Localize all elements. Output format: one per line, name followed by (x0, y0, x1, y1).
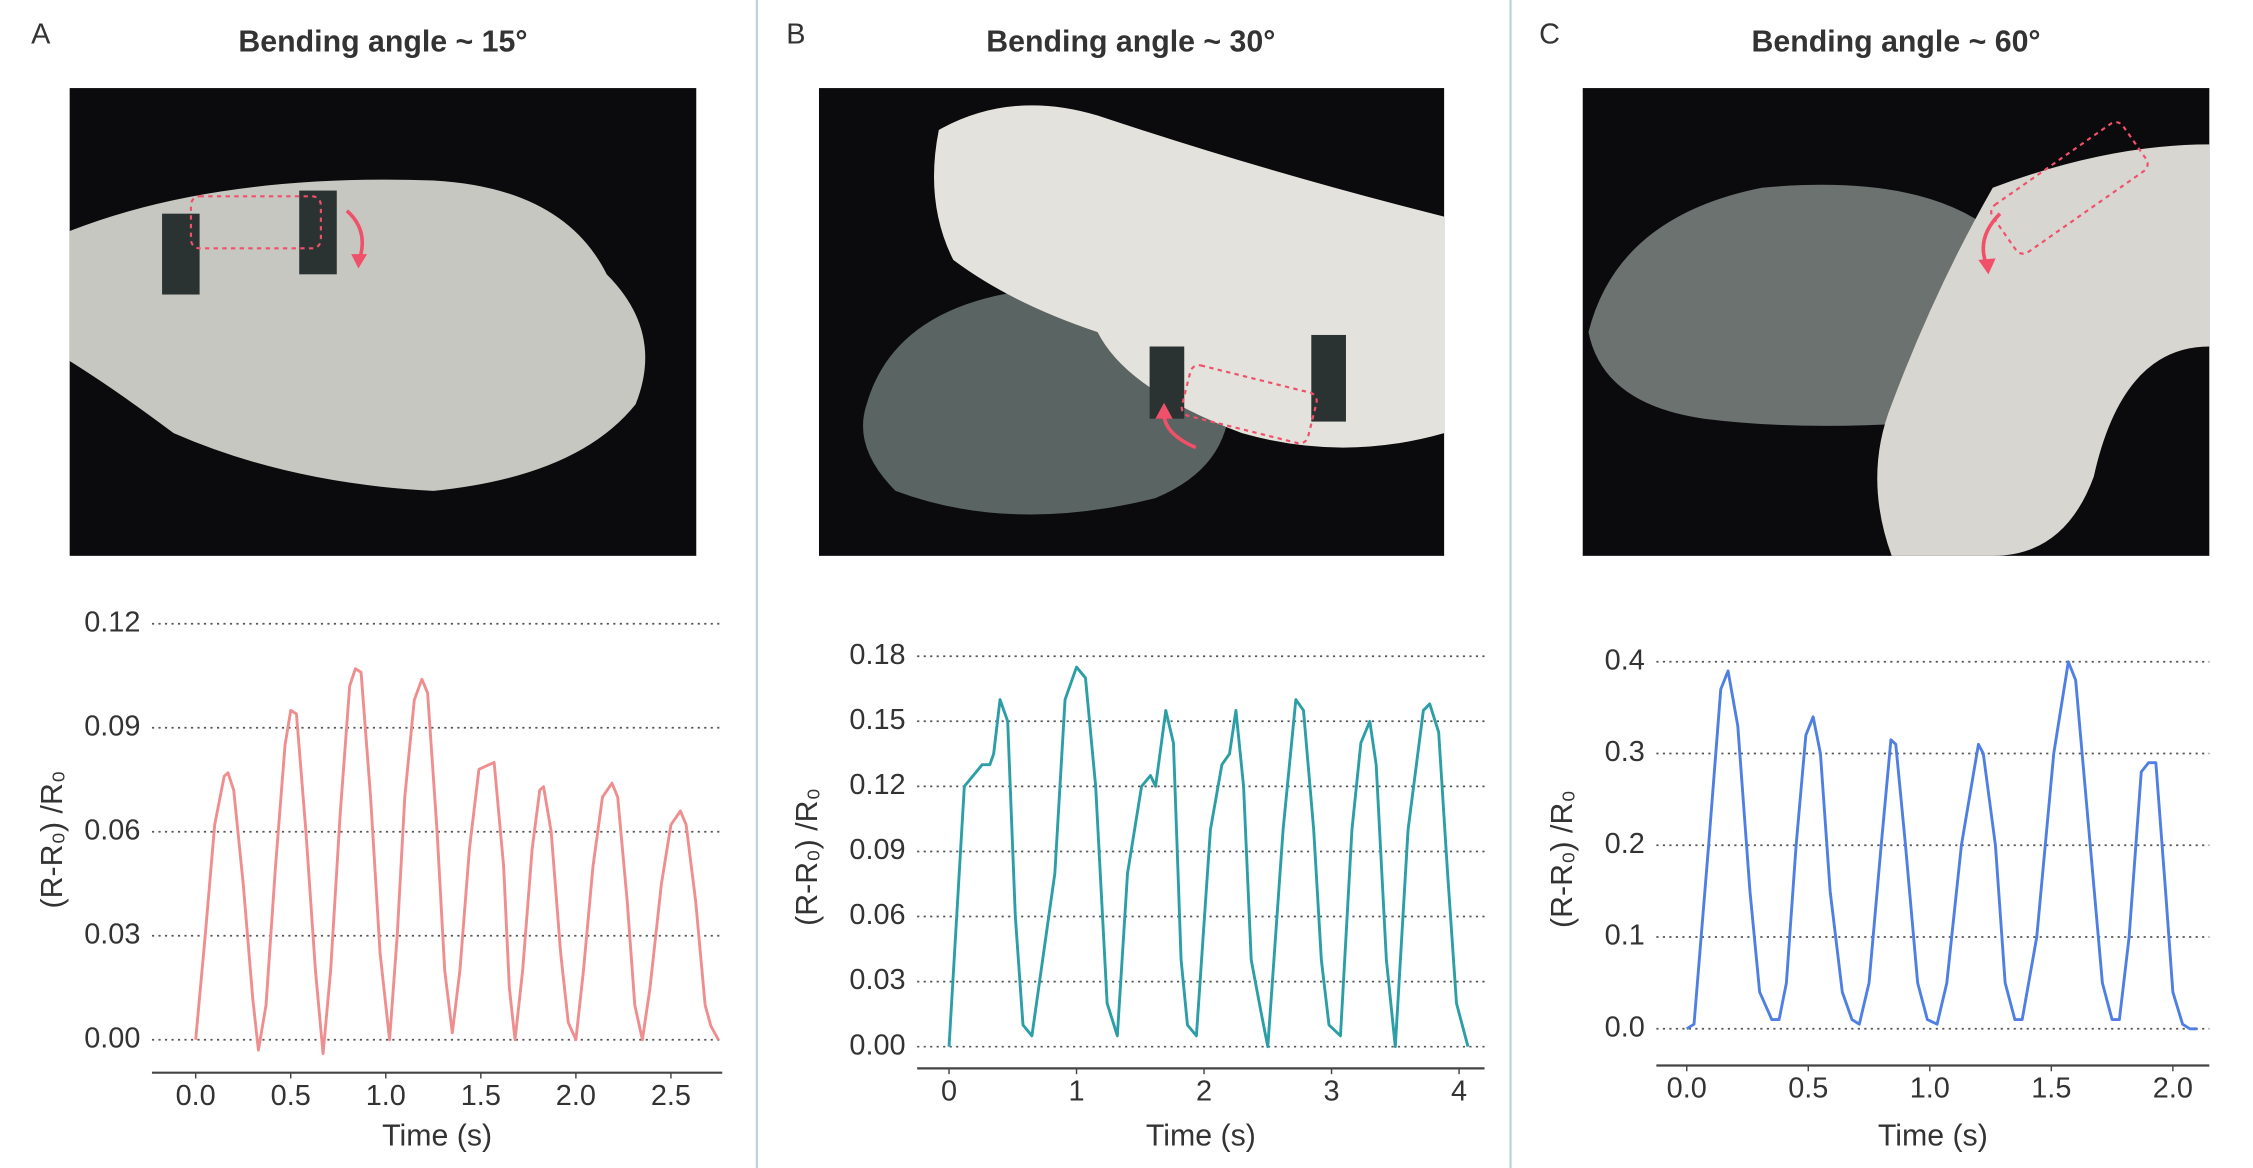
y-tick-label: 0.2 (1605, 828, 1645, 860)
photo (1582, 88, 2210, 556)
panel-label: B (786, 19, 805, 51)
x-tick-label: 1.5 (2031, 1073, 2071, 1105)
x-axis-label: Time (s) (1146, 1120, 1256, 1153)
panel-label: C (1539, 19, 1560, 51)
x-tick-label: 4 (1451, 1076, 1467, 1108)
x-tick-label: 1 (1069, 1076, 1085, 1108)
x-axis-label: Time (s) (1878, 1120, 1988, 1153)
y-tick-label: 0.06 (84, 814, 140, 846)
y-tick-label: 0.12 (849, 769, 905, 801)
y-axis-label: (R-R₀) /R₀ (36, 771, 69, 909)
x-tick-label: 2.0 (556, 1080, 596, 1112)
y-tick-label: 0.4 (1605, 644, 1645, 676)
y-tick-label: 0.03 (84, 918, 140, 950)
y-tick-label: 0.1 (1605, 920, 1645, 952)
panel-label: A (31, 19, 51, 51)
y-tick-label: 0.15 (849, 704, 905, 736)
x-tick-label: 0.0 (176, 1080, 216, 1112)
y-tick-label: 0.18 (849, 639, 905, 671)
y-tick-label: 0.00 (849, 1029, 905, 1061)
x-tick-label: 1.0 (1910, 1073, 1950, 1105)
x-tick-label: 0.5 (271, 1080, 311, 1112)
chart-title: Bending angle ~ 15° (238, 25, 527, 58)
y-tick-label: 0.12 (84, 606, 140, 638)
y-tick-label: 0.0 (1605, 1011, 1645, 1043)
y-tick-label: 0.09 (849, 834, 905, 866)
x-tick-label: 0 (941, 1076, 957, 1108)
x-tick-label: 2 (1196, 1076, 1212, 1108)
x-tick-label: 2.0 (2153, 1073, 2193, 1105)
y-tick-label: 0.06 (849, 899, 905, 931)
y-tick-label: 0.00 (84, 1022, 140, 1054)
x-axis-label: Time (s) (382, 1120, 492, 1153)
data-line (194, 667, 720, 1056)
y-tick-label: 0.3 (1605, 736, 1645, 768)
y-tick-label: 0.03 (849, 964, 905, 996)
data-line (947, 665, 1470, 1049)
x-tick-label: 3 (1324, 1076, 1340, 1108)
x-tick-label: 2.5 (651, 1080, 691, 1112)
data-line (1685, 660, 2198, 1031)
y-tick-label: 0.09 (84, 710, 140, 742)
x-tick-label: 0.5 (1788, 1073, 1828, 1105)
x-tick-label: 1.0 (366, 1080, 406, 1112)
photo (69, 88, 697, 556)
photo (818, 88, 1445, 556)
x-tick-label: 1.5 (461, 1080, 501, 1112)
chart-title: Bending angle ~ 30° (986, 25, 1275, 58)
x-tick-label: 0.0 (1667, 1073, 1707, 1105)
y-axis-label: (R-R₀) /R₀ (791, 788, 824, 926)
chart-title: Bending angle ~ 60° (1751, 25, 2040, 58)
y-axis-label: (R-R₀) /R₀ (1546, 790, 1579, 928)
